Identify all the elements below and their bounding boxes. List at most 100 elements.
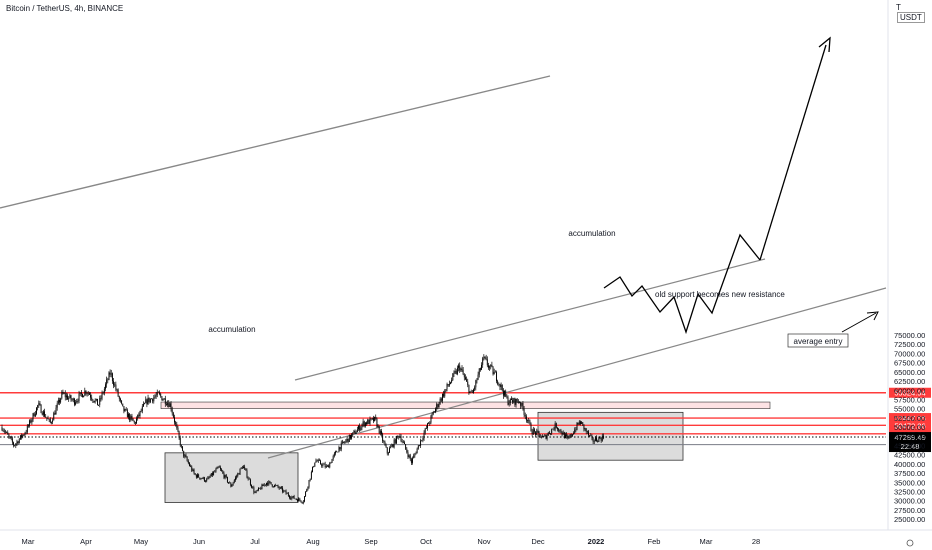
candle-body — [65, 395, 67, 398]
candle-body — [458, 365, 459, 368]
current-price-box — [889, 432, 931, 453]
currency-selector[interactable]: T USDT — [896, 3, 925, 23]
candle-body — [580, 421, 581, 424]
candle-body — [16, 441, 18, 444]
candle-body — [498, 383, 500, 385]
candle-body — [203, 477, 205, 482]
price-tick-label: 55000.00 — [894, 405, 925, 414]
channel-upper-line — [0, 75, 551, 209]
candle-body — [240, 467, 242, 469]
candle-body — [155, 395, 157, 397]
candle-body — [233, 479, 235, 483]
candle-body — [282, 487, 284, 492]
candle-body — [8, 434, 10, 437]
channel-middle-line — [294, 258, 766, 381]
candle-body — [546, 435, 548, 439]
candle-body — [114, 384, 116, 386]
currency-code[interactable]: USDT — [897, 12, 925, 23]
candle-body — [75, 402, 77, 405]
candle-body — [412, 458, 413, 463]
candle-body — [259, 487, 261, 489]
price-tick-label: 47500.00 — [894, 432, 925, 441]
candle-body — [444, 390, 446, 397]
candle-body — [378, 425, 380, 434]
candle-body — [14, 445, 16, 446]
candle-body — [528, 420, 530, 421]
candle-body — [586, 431, 588, 433]
candle-body — [428, 423, 430, 424]
candle-body — [560, 429, 562, 433]
candle-body — [573, 433, 574, 435]
candle-body — [339, 447, 341, 450]
annotation-accumulation: accumulation — [568, 229, 615, 238]
candle-body — [366, 422, 367, 425]
candle-body — [502, 390, 504, 396]
candle-body — [519, 402, 520, 404]
candle-body — [321, 464, 323, 467]
candle-body — [198, 474, 200, 478]
channel-lower-line — [267, 287, 887, 459]
candle-body — [529, 420, 531, 424]
candle-body — [302, 501, 304, 503]
candle-body — [216, 467, 218, 470]
candle-body — [481, 364, 482, 370]
candle-body — [159, 392, 160, 394]
candle-body — [269, 481, 271, 483]
currency-prefix: T — [896, 3, 901, 12]
candle-body — [512, 400, 514, 403]
candle-body — [248, 478, 250, 480]
candle-body — [367, 419, 369, 425]
candle-body — [195, 474, 197, 478]
candle-body — [176, 424, 178, 428]
candle-body — [201, 478, 203, 479]
candle-body — [384, 441, 386, 446]
candle-body — [405, 444, 407, 449]
candle-body — [409, 455, 411, 460]
candle-body — [359, 425, 361, 431]
candle-body — [316, 460, 318, 462]
candle-body — [328, 465, 330, 468]
candle-body — [237, 473, 239, 477]
candle-body — [318, 459, 320, 461]
candle-body — [105, 384, 106, 389]
candle-body — [175, 422, 177, 425]
candle-body — [284, 490, 286, 492]
candle-body — [255, 490, 257, 493]
candle-body — [108, 372, 110, 380]
candle-body — [230, 483, 232, 487]
gear-icon[interactable] — [906, 539, 914, 547]
candle-body — [329, 462, 331, 468]
current-price-label: 47289.49 — [894, 433, 925, 442]
time-tick-label: 2022 — [588, 537, 605, 546]
candle-body — [243, 466, 244, 469]
candle-body — [246, 470, 248, 478]
candle-body — [274, 485, 275, 487]
candle-body — [461, 368, 463, 370]
candle-body — [103, 388, 105, 394]
candle-body — [83, 395, 85, 398]
candle-body — [353, 431, 355, 433]
candle-body — [134, 422, 136, 424]
candle-body — [333, 453, 335, 456]
candle-body — [392, 444, 394, 447]
candle-body — [293, 496, 295, 499]
candle-body — [53, 413, 55, 421]
candle-body — [448, 383, 450, 386]
candle-body — [271, 484, 273, 487]
candle-body — [582, 422, 584, 425]
candle-body — [386, 447, 388, 454]
candle-body — [184, 455, 186, 457]
candle-body — [552, 428, 554, 430]
candle-body — [383, 441, 385, 442]
candle-body — [410, 459, 412, 463]
candle-body — [421, 439, 423, 441]
candle-body — [568, 437, 570, 439]
candle-body — [578, 421, 580, 425]
candle-body — [589, 435, 591, 436]
candle-body — [290, 497, 292, 499]
candle-body — [479, 368, 481, 370]
candle-body — [157, 391, 159, 393]
candle-body — [433, 411, 435, 413]
candle-body — [231, 484, 233, 487]
